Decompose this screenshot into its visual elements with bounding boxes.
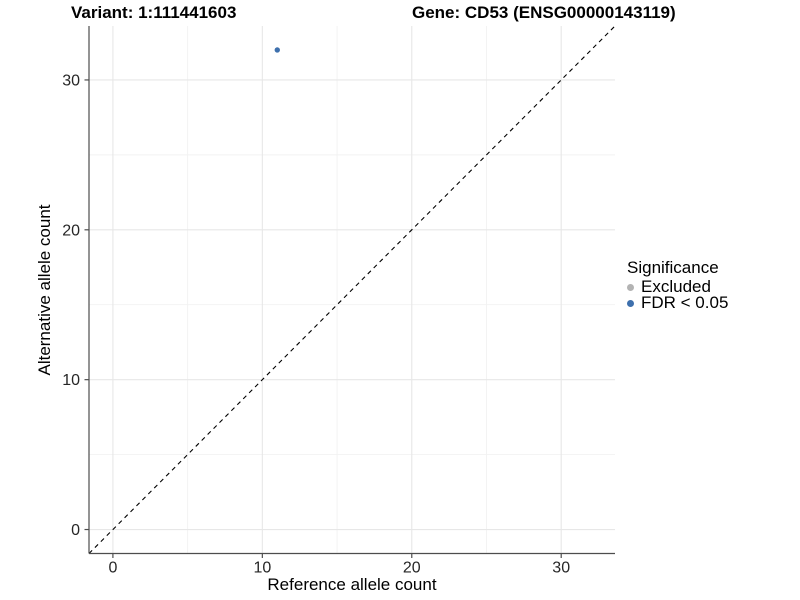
legend-item-label: FDR < 0.05: [641, 293, 729, 312]
y-tick-label: 0: [71, 522, 80, 539]
legend: Significance Excluded FDR < 0.05: [627, 258, 729, 312]
legend-title: Significance: [627, 258, 719, 277]
gene-title: Gene: CD53 (ENSG00000143119): [412, 3, 676, 22]
y-tick-label: 20: [62, 222, 80, 239]
x-axis-title: Reference allele count: [267, 575, 437, 594]
legend-item: FDR < 0.05: [627, 293, 729, 312]
legend-item: Excluded: [627, 277, 728, 296]
x-tick-label: 20: [403, 560, 421, 577]
data-point: [274, 47, 280, 53]
legend-key-dot: [627, 283, 634, 291]
legend-items: Excluded FDR < 0.05: [627, 277, 729, 312]
y-tick-label: 10: [62, 372, 80, 389]
x-tick-label: 30: [552, 560, 570, 577]
legend-key-dot: [627, 299, 634, 307]
x-tick-label: 10: [253, 560, 271, 577]
legend-item-label: Excluded: [641, 277, 711, 296]
x-tick-label: 0: [108, 560, 117, 577]
variant-title: Variant: 1:111441603: [71, 3, 237, 22]
identity-line: [88, 25, 616, 554]
y-tick-label: 30: [62, 72, 80, 89]
y-axis-title: Alternative allele count: [35, 204, 54, 376]
